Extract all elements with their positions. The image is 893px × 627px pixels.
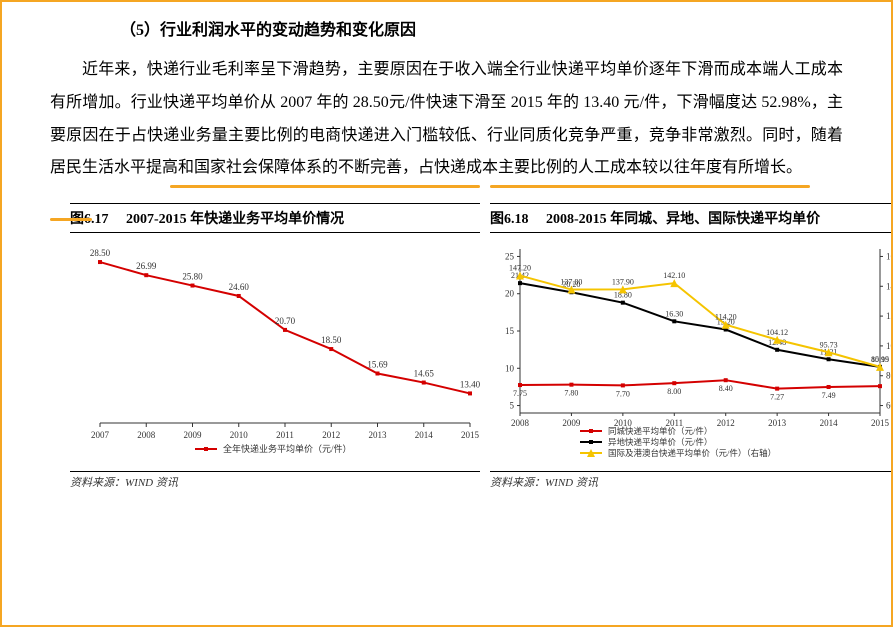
svg-text:20.70: 20.70 (275, 316, 296, 326)
svg-text:137.90: 137.90 (612, 278, 634, 287)
svg-text:15.69: 15.69 (367, 360, 388, 370)
svg-text:85.95: 85.95 (871, 355, 889, 364)
svg-text:140: 140 (886, 281, 893, 291)
svg-text:2007: 2007 (91, 430, 110, 440)
svg-text:142.10: 142.10 (663, 271, 685, 280)
chart-block-left: 图6.17 2007-2015 年快递业务平均单价情况 2007 2008 2009… (70, 203, 480, 490)
svg-text:24.60: 24.60 (229, 282, 250, 292)
svg-text:147.20: 147.20 (509, 264, 531, 273)
svg-text:26.99: 26.99 (136, 261, 157, 271)
svg-text:2014: 2014 (415, 430, 434, 440)
svg-text:2014: 2014 (820, 418, 839, 428)
svg-text:25.80: 25.80 (182, 272, 203, 282)
content-area: （5）行业利润水平的变动趋势和变化原因 近年来，快递行业毛利率呈下滑趋势，主要原… (0, 0, 893, 490)
charts-row: 图6.17 2007-2015 年快递业务平均单价情况 2007 2008 2009… (50, 203, 843, 490)
highlight-underline (50, 218, 92, 221)
svg-text:2009: 2009 (562, 418, 581, 428)
svg-text:2013: 2013 (369, 430, 388, 440)
svg-text:同城快递平均单价（元/件）: 同城快递平均单价（元/件） (608, 426, 712, 436)
svg-text:2013: 2013 (768, 418, 787, 428)
svg-text:7.27: 7.27 (770, 393, 784, 402)
svg-text:15: 15 (505, 326, 515, 336)
svg-text:2008: 2008 (511, 418, 530, 428)
svg-text:137.80: 137.80 (560, 278, 582, 287)
body-text: 近年来，快递行业毛利率呈下滑趋势，主要原因在于收入端全行业快递平均单价逐年下滑而… (50, 61, 843, 176)
svg-text:114.20: 114.20 (715, 313, 737, 322)
chart2-svg-wrap: 5101520256080100120140160200820092010201… (490, 239, 893, 469)
svg-text:20: 20 (505, 289, 515, 299)
svg-text:7.49: 7.49 (822, 391, 836, 400)
body-paragraph: 近年来，快递行业毛利率呈下滑趋势，主要原因在于收入端全行业快递平均单价逐年下滑而… (50, 54, 843, 185)
svg-text:异地快递平均单价（元/件）: 异地快递平均单价（元/件） (608, 437, 712, 447)
section-title: （5）行业利润水平的变动趋势和变化原因 (120, 16, 843, 40)
svg-text:2015: 2015 (461, 430, 480, 440)
chart2-source: 资料来源：WIND 资讯 (490, 471, 893, 490)
highlight-underline (490, 185, 810, 188)
svg-text:100: 100 (886, 341, 893, 351)
svg-text:18.50: 18.50 (321, 335, 342, 345)
chart1-svg-wrap: 2007 2008 2009 2010 2011 2012 2013 2014 2015 28.5… (70, 239, 480, 469)
chart-block-right: 图6.18 2008-2015 年同城、异地、国际快递平均单价 5 10 15 20 2… (490, 203, 893, 490)
svg-text:16.30: 16.30 (665, 309, 683, 318)
svg-text:14.65: 14.65 (414, 369, 435, 379)
svg-text:2010: 2010 (230, 430, 249, 440)
svg-text:25: 25 (505, 252, 515, 262)
highlight-underline (170, 185, 480, 188)
svg-text:2009: 2009 (184, 430, 203, 440)
svg-text:8.40: 8.40 (719, 384, 733, 393)
svg-text:28.50: 28.50 (90, 248, 111, 258)
chart1-source: 资料来源：WIND 资讯 (70, 471, 480, 490)
svg-text:104.12: 104.12 (766, 328, 788, 337)
svg-text:160: 160 (886, 252, 893, 262)
svg-text:5: 5 (510, 401, 515, 411)
chart2-title: 图6.18 2008-2015 年同城、异地、国际快递平均单价 (490, 203, 893, 233)
svg-text:2011: 2011 (276, 430, 294, 440)
svg-text:95.73: 95.73 (820, 340, 838, 349)
svg-text:13.40: 13.40 (460, 380, 480, 390)
svg-text:60: 60 (886, 401, 893, 411)
svg-text:国际及港澳台快递平均单价（元/件）（右轴）: 国际及港澳台快递平均单价（元/件）（右轴） (608, 448, 776, 458)
chart1-title: 图6.17 2007-2015 年快递业务平均单价情况 (70, 203, 480, 233)
svg-text:7.80: 7.80 (564, 389, 578, 398)
svg-text:8.00: 8.00 (667, 387, 681, 396)
svg-text:7.75: 7.75 (513, 389, 527, 398)
svg-text:2008: 2008 (137, 430, 156, 440)
svg-text:2015: 2015 (871, 418, 890, 428)
chart1-svg: 2007 2008 2009 2010 2011 2012 2013 2014 2015 28.5… (70, 239, 480, 469)
svg-text:2012: 2012 (322, 430, 340, 440)
chart2-svg: 5101520256080100120140160200820092010201… (490, 239, 893, 469)
svg-text:10: 10 (505, 363, 515, 373)
svg-text:80: 80 (886, 371, 893, 381)
svg-text:全年快递业务平均单价（元/件）: 全年快递业务平均单价（元/件） (223, 443, 352, 454)
svg-text:2012: 2012 (717, 418, 735, 428)
svg-text:7.70: 7.70 (616, 390, 630, 399)
svg-text:120: 120 (886, 311, 893, 321)
